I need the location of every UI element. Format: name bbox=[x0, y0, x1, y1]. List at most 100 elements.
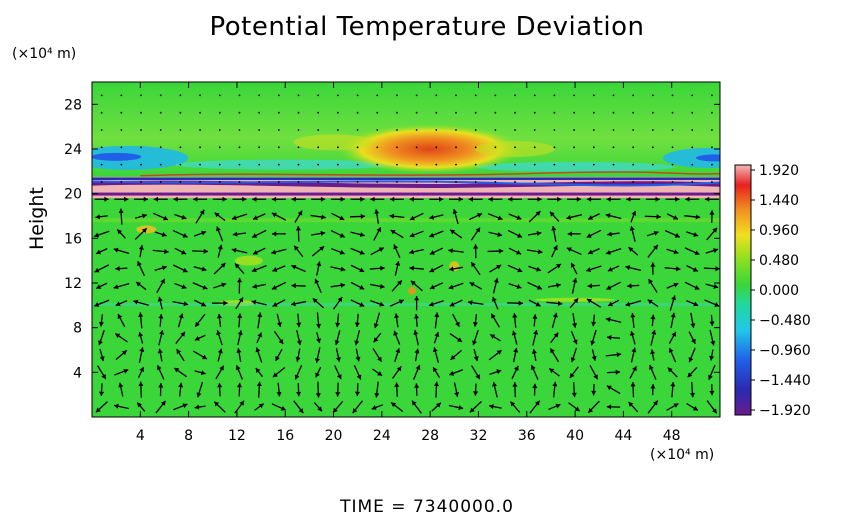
wind-dot bbox=[573, 181, 576, 183]
wind-vector bbox=[311, 196, 326, 202]
wind-vector bbox=[350, 231, 365, 238]
wind-vector bbox=[134, 227, 148, 240]
colorbar-label: −1.440 bbox=[759, 373, 811, 389]
wind-vector bbox=[335, 348, 341, 362]
x-tick-label: 48 bbox=[663, 428, 681, 444]
wind-vector bbox=[335, 382, 341, 397]
wind-vector bbox=[413, 329, 420, 346]
wind-vector bbox=[138, 331, 144, 344]
wind-vector bbox=[173, 403, 188, 411]
wind-vector bbox=[276, 313, 282, 328]
wind-dot bbox=[159, 163, 162, 166]
wind-dot bbox=[494, 129, 497, 131]
wind-dot bbox=[238, 163, 241, 166]
wind-vector bbox=[690, 312, 696, 329]
anomaly-spot-4 bbox=[216, 300, 257, 307]
wind-vector bbox=[409, 265, 424, 271]
wind-dot bbox=[317, 129, 320, 131]
wind-vector bbox=[232, 231, 247, 237]
wind-vector bbox=[547, 263, 562, 274]
wind-vector bbox=[470, 227, 481, 241]
wind-vector bbox=[293, 400, 304, 414]
wind-dot bbox=[592, 129, 595, 131]
wind-dot bbox=[573, 129, 576, 131]
wind-dot bbox=[100, 181, 103, 183]
wind-dot bbox=[691, 163, 694, 166]
wind-vector bbox=[194, 404, 206, 410]
wind-vector bbox=[334, 330, 341, 346]
wind-vector bbox=[393, 330, 401, 345]
wind-vector bbox=[706, 400, 718, 414]
wind-vector bbox=[115, 349, 128, 361]
wind-vector bbox=[431, 402, 442, 412]
wind-vector bbox=[390, 229, 404, 239]
wind-dot bbox=[455, 163, 457, 166]
wind-vector bbox=[273, 331, 284, 345]
wind-vector bbox=[353, 364, 362, 380]
wind-dot bbox=[297, 94, 300, 97]
wind-vector bbox=[569, 297, 579, 309]
wind-dot bbox=[100, 163, 103, 166]
wind-vector bbox=[452, 209, 459, 225]
wind-vector bbox=[99, 348, 105, 362]
wind-vector bbox=[296, 383, 302, 397]
wind-vector bbox=[587, 248, 600, 255]
wind-dot bbox=[238, 111, 241, 114]
wind-vector bbox=[371, 404, 384, 410]
wind-vector bbox=[94, 264, 110, 273]
wind-vector bbox=[448, 282, 464, 290]
wind-dot bbox=[218, 146, 221, 149]
wind-vector bbox=[429, 247, 444, 255]
wind-dot bbox=[199, 129, 201, 131]
wind-vector bbox=[237, 313, 243, 328]
wind-vector bbox=[606, 385, 621, 395]
wind-dot bbox=[376, 94, 379, 97]
wind-vector bbox=[271, 231, 286, 237]
wind-vector bbox=[489, 369, 502, 375]
wind-vector bbox=[252, 247, 266, 255]
wind-vector bbox=[648, 278, 658, 293]
wind-dot bbox=[514, 181, 516, 183]
wind-vector bbox=[665, 196, 680, 202]
wind-vector bbox=[686, 402, 699, 411]
wind-vector bbox=[647, 244, 659, 258]
wind-vector bbox=[686, 300, 699, 307]
wind-vector bbox=[152, 249, 169, 255]
wind-dot bbox=[632, 146, 635, 149]
wind-vector bbox=[394, 348, 401, 362]
wind-vector bbox=[158, 329, 165, 346]
wind-dot bbox=[415, 94, 418, 97]
wind-vector bbox=[429, 214, 444, 220]
wind-vector bbox=[193, 196, 208, 202]
wind-dot bbox=[376, 163, 379, 166]
wind-dot bbox=[494, 111, 497, 114]
wind-vector bbox=[488, 196, 503, 202]
wind-vector bbox=[429, 196, 444, 202]
wind-vector bbox=[256, 332, 262, 344]
wind-dot bbox=[612, 181, 615, 183]
wind-vector bbox=[157, 296, 163, 310]
wind-vector bbox=[369, 283, 385, 289]
wind-dot bbox=[336, 163, 339, 166]
wind-dot bbox=[317, 163, 320, 166]
y-tick-label: 4 bbox=[73, 365, 82, 381]
wind-vector bbox=[374, 209, 380, 224]
wind-vector bbox=[551, 244, 558, 258]
wind-vector bbox=[234, 263, 245, 274]
wind-vector bbox=[709, 210, 715, 223]
wind-dot bbox=[533, 111, 536, 114]
wind-vector bbox=[449, 299, 463, 307]
wind-vector bbox=[548, 367, 560, 377]
wind-vector bbox=[95, 248, 108, 255]
wind-dot bbox=[100, 129, 103, 131]
layer-wave-red bbox=[140, 171, 720, 177]
layer-line-lower bbox=[92, 192, 720, 196]
wind-vector bbox=[316, 312, 322, 329]
wind-vector bbox=[551, 225, 557, 242]
wind-vector bbox=[409, 196, 424, 202]
wind-vector bbox=[294, 210, 303, 223]
wind-dot bbox=[711, 129, 713, 131]
wind-dot bbox=[258, 181, 261, 183]
wind-dot bbox=[592, 146, 595, 149]
x-tick-label: 24 bbox=[373, 428, 391, 444]
